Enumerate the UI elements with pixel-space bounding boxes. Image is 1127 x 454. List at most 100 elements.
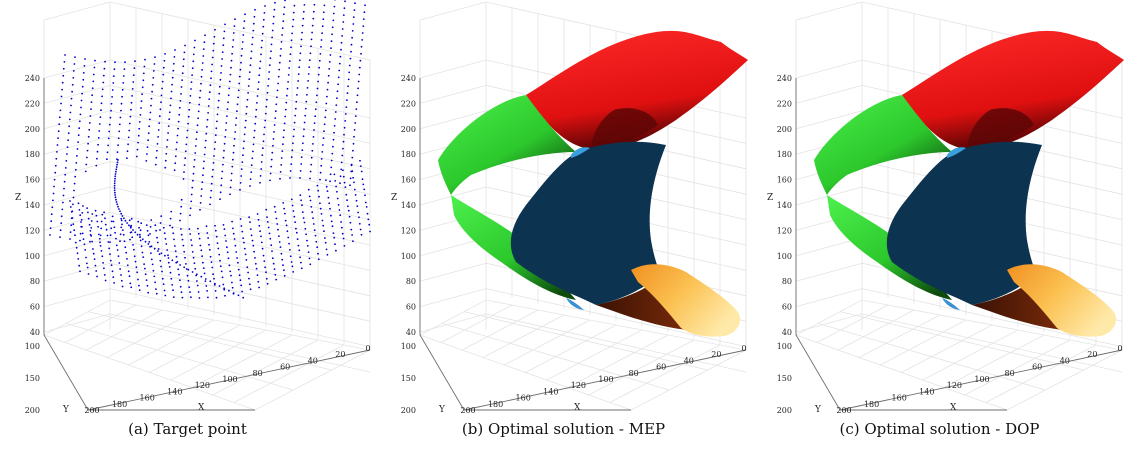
point-marker xyxy=(211,266,214,269)
point-marker xyxy=(310,45,312,48)
point-marker xyxy=(167,257,170,259)
point-marker xyxy=(223,228,226,231)
point-marker xyxy=(300,45,302,48)
point-marker xyxy=(127,270,130,273)
point-marker xyxy=(92,80,95,83)
point-marker xyxy=(139,233,141,236)
point-marker xyxy=(157,248,160,250)
point-marker xyxy=(112,82,115,84)
point-marker xyxy=(120,109,122,112)
point-marker xyxy=(156,236,158,239)
point-marker xyxy=(324,241,327,244)
point-marker xyxy=(280,48,282,50)
point-marker xyxy=(300,267,303,270)
surface-tip xyxy=(947,147,966,158)
point-marker xyxy=(358,222,361,225)
point-marker xyxy=(114,196,117,199)
point-marker xyxy=(257,81,260,83)
point-marker xyxy=(317,258,320,261)
point-marker xyxy=(115,198,117,201)
z-tick-label: 60 xyxy=(30,303,40,312)
surface-patch-green xyxy=(814,95,952,195)
point-marker xyxy=(295,231,298,234)
caption-a: (a) Target point xyxy=(128,420,247,438)
point-marker xyxy=(181,79,184,81)
point-marker xyxy=(120,219,123,222)
point-marker xyxy=(214,282,216,285)
point-marker xyxy=(121,88,124,91)
point-marker xyxy=(182,65,185,68)
x-tick-label: 140 xyxy=(543,387,558,396)
point-marker xyxy=(321,219,324,222)
point-marker xyxy=(212,168,214,171)
point-marker xyxy=(107,241,110,243)
point-marker xyxy=(308,66,311,68)
point-marker xyxy=(319,178,321,181)
point-marker xyxy=(223,30,226,33)
point-marker xyxy=(176,134,179,137)
y-tick-label: 150 xyxy=(777,374,792,383)
point-marker xyxy=(359,165,362,168)
point-marker xyxy=(188,108,191,111)
surface-patches xyxy=(814,30,1124,337)
point-marker xyxy=(100,250,103,252)
point-marker xyxy=(227,257,230,260)
point-marker xyxy=(255,108,258,111)
point-marker xyxy=(177,268,180,271)
point-marker xyxy=(340,41,343,44)
point-marker xyxy=(293,128,295,131)
point-marker xyxy=(117,137,120,140)
point-marker xyxy=(368,223,371,226)
point-marker xyxy=(179,212,182,215)
point-marker xyxy=(251,36,254,39)
point-marker xyxy=(335,249,337,252)
point-marker xyxy=(72,70,75,72)
point-marker xyxy=(333,173,336,176)
point-marker xyxy=(135,266,138,269)
point-marker xyxy=(196,131,198,134)
z-tick-label: 100 xyxy=(777,252,792,261)
x-tick-label: 60 xyxy=(1032,363,1042,372)
point-marker xyxy=(216,120,218,123)
point-marker xyxy=(336,190,338,193)
point-marker xyxy=(339,182,341,185)
point-marker xyxy=(278,68,281,71)
z-tick-label: 140 xyxy=(777,201,792,210)
point-marker xyxy=(217,106,220,109)
point-marker xyxy=(352,149,354,152)
point-marker xyxy=(126,150,129,153)
point-marker xyxy=(247,271,250,274)
point-marker xyxy=(292,11,295,14)
point-marker xyxy=(353,135,355,138)
point-marker xyxy=(178,106,181,109)
point-marker xyxy=(316,184,319,187)
point-marker xyxy=(302,217,305,219)
point-marker xyxy=(99,234,102,237)
point-marker xyxy=(322,144,324,146)
point-marker xyxy=(184,157,187,160)
point-marker xyxy=(283,207,285,210)
point-marker xyxy=(201,255,204,258)
point-marker xyxy=(148,125,151,128)
point-marker xyxy=(107,144,109,147)
point-marker xyxy=(222,37,225,40)
point-marker xyxy=(63,61,66,63)
point-marker xyxy=(168,118,171,121)
point-marker xyxy=(166,249,169,251)
point-marker xyxy=(193,262,196,264)
point-marker xyxy=(213,277,215,280)
point-marker xyxy=(353,181,355,184)
point-marker xyxy=(284,108,287,111)
point-marker xyxy=(283,269,285,272)
point-marker xyxy=(119,210,121,213)
point-marker xyxy=(322,137,325,140)
point-marker xyxy=(298,66,301,69)
point-marker xyxy=(138,289,141,291)
point-marker xyxy=(106,151,109,154)
point-marker xyxy=(150,245,153,248)
point-marker xyxy=(308,195,311,198)
point-marker xyxy=(78,120,81,123)
z-tick-label: 120 xyxy=(25,226,40,235)
point-marker xyxy=(307,73,310,75)
point-marker xyxy=(84,249,87,251)
